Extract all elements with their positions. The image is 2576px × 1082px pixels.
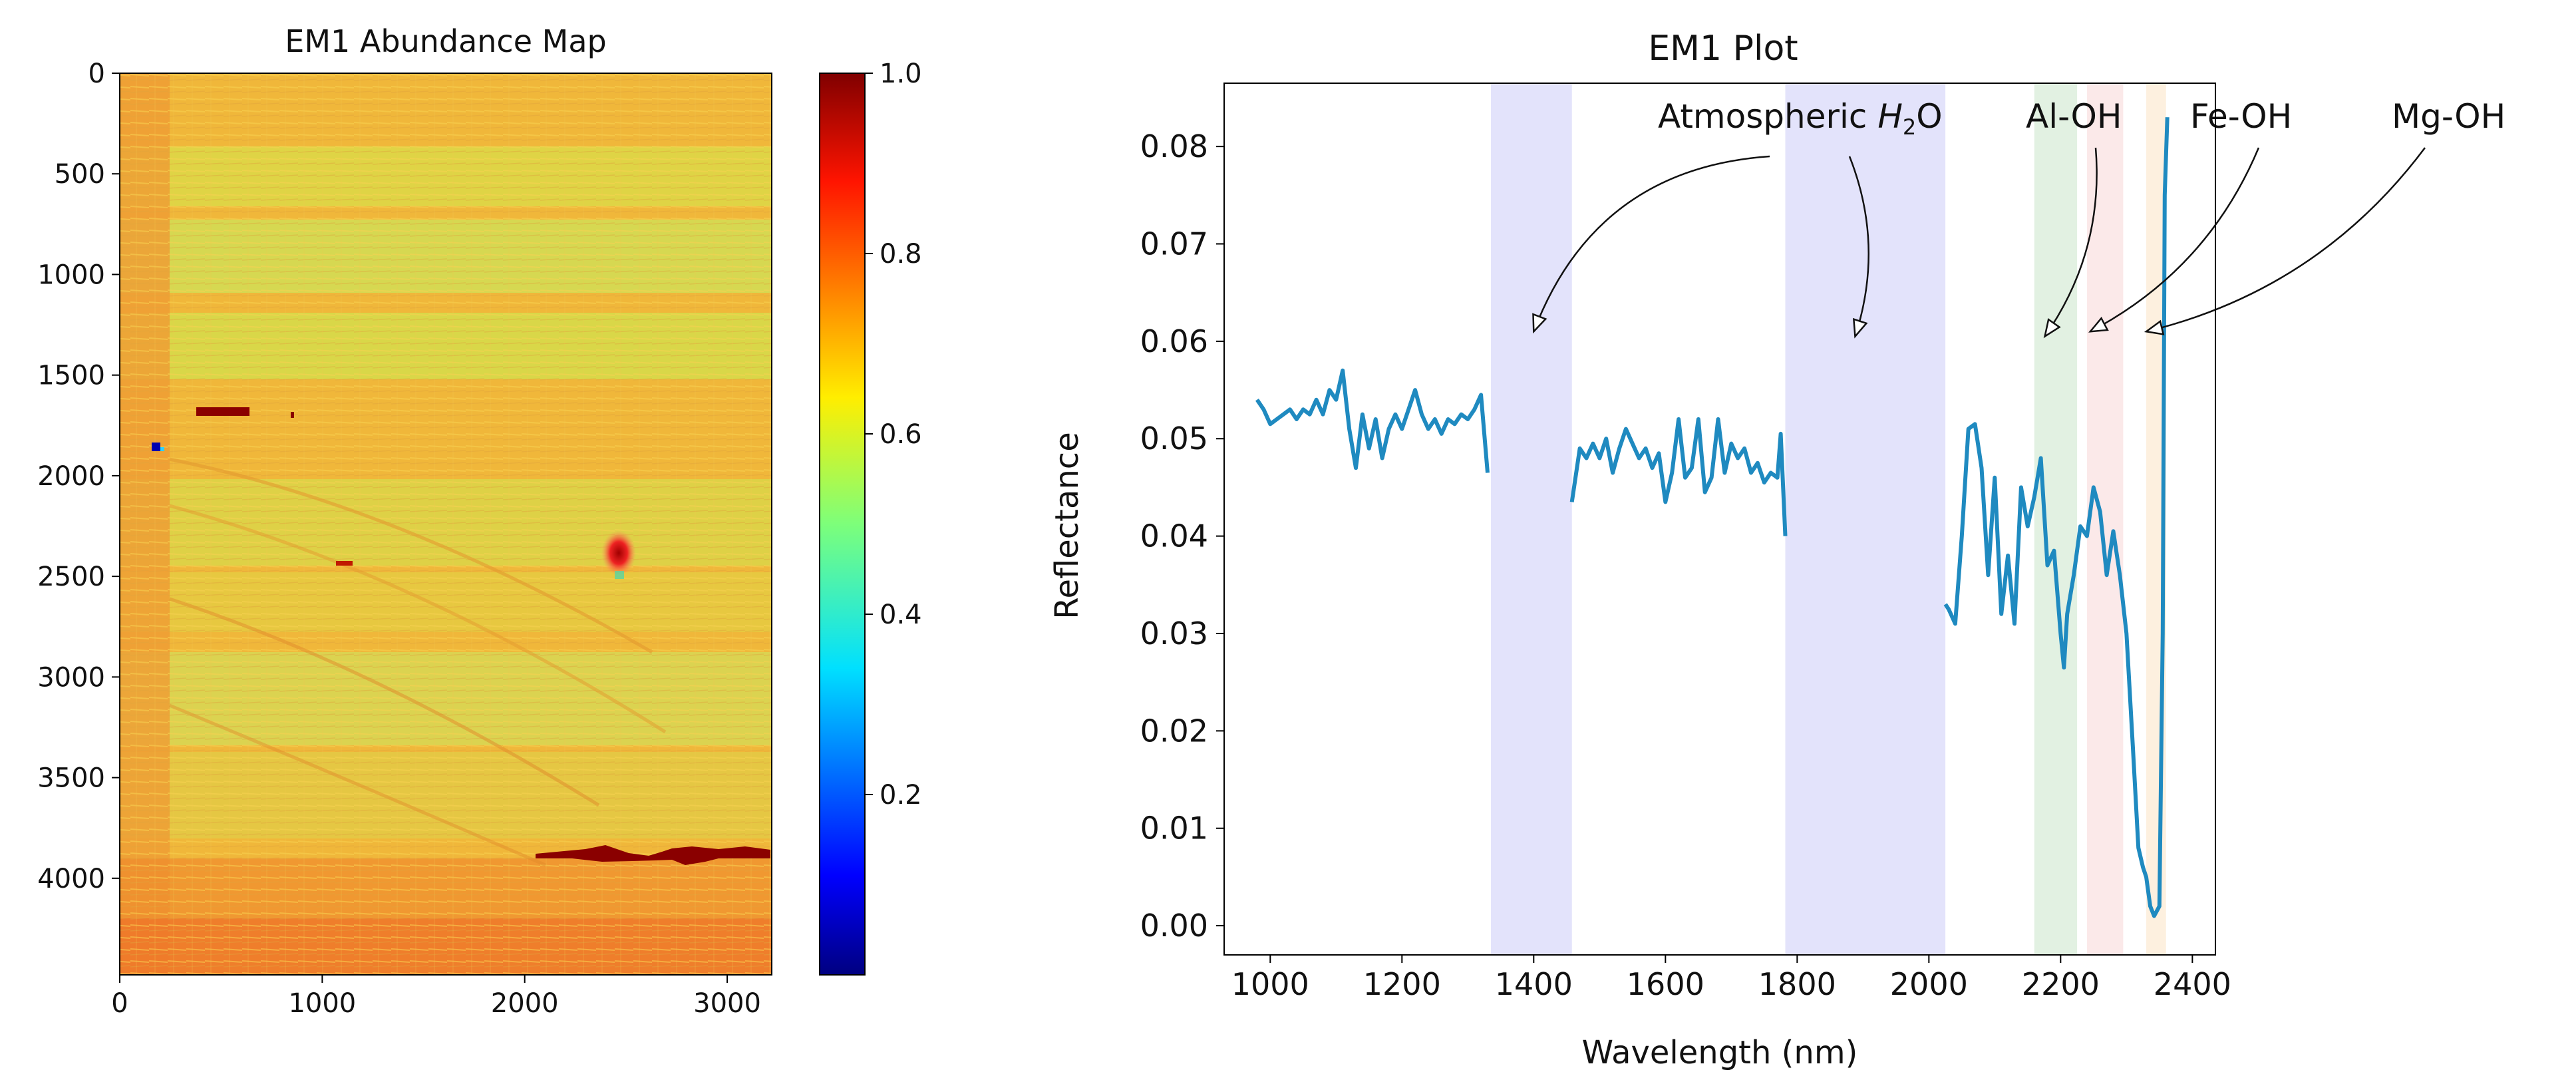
reflectance-line: [1569, 417, 1788, 536]
absorption-bands: [1490, 83, 2166, 955]
plot-y-tick-label: 0.04: [1140, 518, 1208, 554]
abundance-map-chart: EM1 Abundance Map: [37, 23, 921, 1019]
annotation-mg-oh: Mg-OH: [2392, 97, 2505, 136]
abundance-map-image: [120, 73, 772, 975]
annotation-al-oh: Al-OH: [2026, 97, 2122, 136]
map-title: EM1 Abundance Map: [285, 23, 606, 59]
map-y-tick-label: 500: [55, 159, 105, 190]
plot-x-axis: 1000 1200 1400 1600 1800 2000 2200 2400: [1231, 955, 2231, 1002]
annotation-atmospheric-h2o: Atmospheric H2O: [1658, 97, 1943, 140]
arrowhead: [2043, 318, 2061, 339]
annotation-arrow: [2044, 147, 2098, 337]
absorption-band: [2086, 83, 2124, 955]
colorbar: 0.2 0.4 0.6 0.8 1.0: [819, 59, 922, 976]
map-y-tick-label: 1500: [37, 361, 105, 391]
plot-x-tick-label: 1800: [1758, 966, 1836, 1002]
map-y-tick-label: 2000: [37, 461, 105, 492]
map-y-tick-label: 3500: [37, 763, 105, 794]
plot-y-tick-label: 0.08: [1140, 128, 1208, 164]
map-y-tick-label: 0: [88, 59, 105, 89]
arrowhead: [2144, 319, 2165, 335]
annotation-arrow: [1848, 156, 1869, 337]
annotation-fe-oh: Fe-OH: [2190, 97, 2292, 136]
reflectance-line: [1255, 368, 1490, 473]
plot-x-tick-label: 2400: [2154, 966, 2231, 1002]
annotations: Atmospheric H2O Al-OH Fe-OH Mg-OH: [1532, 97, 2505, 339]
plot-y-label: Reflectance: [1048, 432, 1086, 619]
plot-x-tick-label: 1600: [1627, 966, 1704, 1002]
map-y-tick-label: 4000: [37, 864, 105, 894]
annotation-arrow: [2146, 147, 2426, 333]
plot-y-tick-label: 0.03: [1140, 616, 1208, 651]
map-x-tick-label: 1000: [288, 988, 356, 1019]
absorption-band: [1490, 83, 1572, 955]
map-x-axis: 0 1000 2000 3000: [111, 975, 761, 1019]
absorption-band: [1785, 83, 1946, 955]
plot-y-tick-label: 0.07: [1140, 226, 1208, 262]
map-x-tick-label: 2000: [491, 988, 559, 1019]
annotation-arrow: [2090, 147, 2260, 333]
arrowhead: [1532, 313, 1547, 334]
colorbar-tick-label: 0.2: [880, 780, 922, 811]
colorbar-tick-label: 0.6: [880, 419, 922, 450]
annotation-arrow: [1533, 155, 1770, 332]
plot-x-tick-label: 2000: [1890, 966, 1968, 1002]
plot-x-tick-label: 1400: [1495, 966, 1573, 1002]
map-y-tick-label: 3000: [37, 662, 105, 693]
arrowhead: [1852, 317, 1868, 339]
map-y-tick-label: 2500: [37, 562, 105, 592]
arrowhead: [2088, 316, 2109, 333]
annotation-subscript: 2: [1903, 114, 1916, 140]
plot-title: EM1 Plot: [1648, 29, 1798, 69]
plot-x-tick-label: 1000: [1231, 966, 1309, 1002]
plot-y-tick-label: 0.00: [1140, 908, 1208, 944]
colorbar-tick-label: 0.8: [880, 239, 922, 270]
annotation-text: H: [1877, 97, 1903, 136]
plot-y-tick-label: 0.01: [1140, 811, 1208, 846]
plot-x-tick-label: 2200: [2022, 966, 2100, 1002]
colorbar-ticks: 0.2 0.4 0.6 0.8 1.0: [865, 59, 922, 811]
annotation-text: Atmospheric: [1658, 97, 1877, 136]
plot-x-tick-label: 1200: [1363, 966, 1441, 1002]
map-x-tick-label: 3000: [693, 988, 761, 1019]
annotation-text: O: [1916, 97, 1942, 136]
plot-y-tick-label: 0.02: [1140, 713, 1208, 749]
colorbar-tick-label: 0.4: [880, 600, 922, 630]
em1-line-chart: EM1 Plot 1000 1200 1400 1600 1800 2000 2200 240…: [1048, 29, 2505, 1071]
absorption-band: [2034, 83, 2078, 955]
map-y-axis: 0 500 1000 1500 2000 2500 3000 3500 4000: [37, 59, 120, 894]
plot-y-tick-label: 0.06: [1140, 323, 1208, 359]
colorbar-tick-label: 1.0: [880, 59, 922, 89]
reflectance-series: [1255, 117, 2170, 918]
reflectance-line: [1943, 117, 2170, 918]
plot-y-axis: 0.00 0.01 0.02 0.03 0.04 0.05 0.06 0.07 0.08: [1140, 128, 1224, 944]
plot-y-tick-label: 0.05: [1140, 421, 1208, 456]
map-y-tick-label: 1000: [37, 260, 105, 290]
plot-x-label: Wavelength (nm): [1582, 1034, 1858, 1071]
map-x-tick-label: 0: [111, 988, 128, 1019]
